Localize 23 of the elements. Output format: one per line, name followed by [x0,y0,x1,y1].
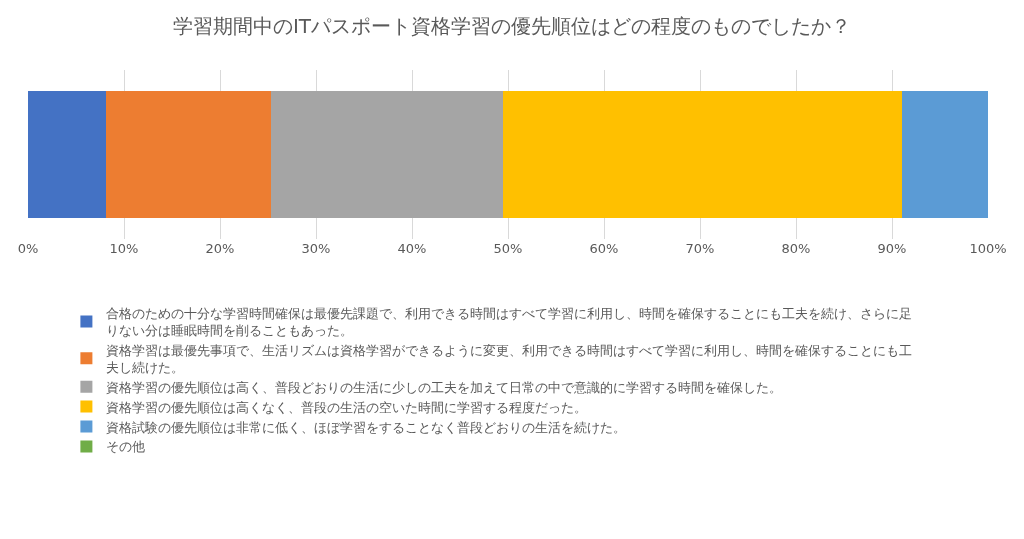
x-tick-label: 50% [493,241,523,256]
bar [105,91,271,218]
x-tick-label: 0% [17,241,39,256]
legend-label: 資格学習の優先順位は高く、普段どおりの生活に少しの工夫を加えて日常の中で意識的に学習する時間を確保した。 [106,379,783,395]
x-tick-label: 60% [589,241,619,256]
legend-label: 資格試験の優先順位は非常に低く、ほぼ学習をすることなく普段どおりの生活を続けた。 [106,419,627,435]
legend-label: 資格学習の優先順位は高くなく、普段の生活の空いた時間に学習する程度だった。 [106,399,588,415]
x-tick-label: 90% [877,241,907,256]
x-tick-label: 70% [685,241,715,256]
x-tick-label: 100% [969,241,1007,256]
x-tick-label: 40% [397,241,427,256]
legend-label: 合格のための十分な学習時間確保は最優先課題で、利用できる時間はすべて学習に利用し、時間を確保することにも工夫を続け、さらに足りない分は睡眠時間を削ることもあった。 [106,306,913,339]
bar [503,91,902,218]
x-tick-label: 20% [205,241,235,256]
legend-label: その他 [106,439,146,455]
chart-title: 学習期間中のITパスポート資格学習の優先順位はどの程度のものでしたか？ [172,13,852,38]
legend-label: 資格学習は最優先事項で、生活リズムは資格学習ができるように変更、利用できる時間はすべて学習に利用し、時間を確保することにも工夫し続けた。 [106,342,913,375]
bar [270,91,504,218]
bar [28,91,106,218]
x-tick-label: 30% [301,241,331,256]
x-tick-label: 10% [109,241,139,256]
x-tick-label: 80% [781,241,811,256]
bar [901,91,988,218]
